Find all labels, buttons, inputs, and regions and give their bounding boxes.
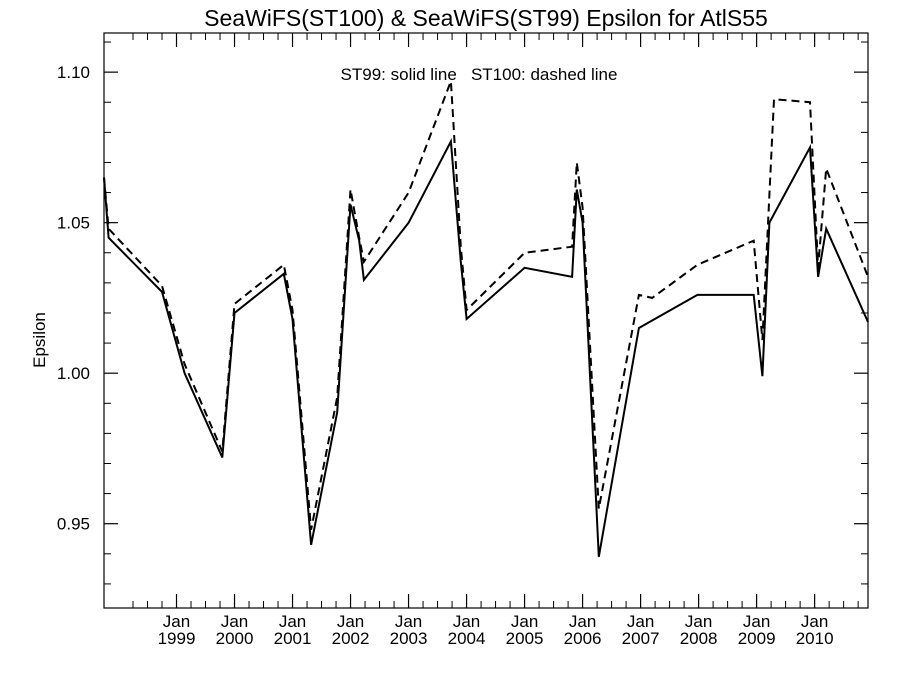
axis-ticks: 0.951.001.051.10Jan1999Jan2000Jan2001Jan… xyxy=(57,33,868,648)
x-tick-year-label: 2000 xyxy=(216,629,254,648)
y-tick-label: 0.95 xyxy=(57,515,90,534)
series-line-st99 xyxy=(103,137,869,557)
x-tick-year-label: 2010 xyxy=(796,629,834,648)
x-tick-year-label: 2002 xyxy=(332,629,370,648)
x-tick-year-label: 1999 xyxy=(158,629,196,648)
x-tick-month-label: Jan xyxy=(453,612,480,631)
y-axis-label: Epsilon xyxy=(30,312,49,368)
x-tick-month-label: Jan xyxy=(685,612,712,631)
series-lines xyxy=(103,80,869,557)
y-tick-label: 1.10 xyxy=(57,63,90,82)
x-tick-month-label: Jan xyxy=(801,612,828,631)
x-tick-month-label: Jan xyxy=(163,612,190,631)
x-tick-year-label: 2008 xyxy=(680,629,718,648)
x-tick-month-label: Jan xyxy=(511,612,538,631)
x-tick-month-label: Jan xyxy=(743,612,770,631)
x-tick-year-label: 2009 xyxy=(738,629,776,648)
plot-frame xyxy=(103,32,869,609)
x-tick-year-label: 2004 xyxy=(448,629,486,648)
x-tick-year-label: 2005 xyxy=(506,629,544,648)
x-tick-month-label: Jan xyxy=(337,612,364,631)
x-tick-month-label: Jan xyxy=(279,612,306,631)
series-line-st100 xyxy=(103,80,869,530)
x-tick-month-label: Jan xyxy=(221,612,248,631)
x-tick-year-label: 2006 xyxy=(564,629,602,648)
x-tick-year-label: 2003 xyxy=(390,629,428,648)
x-tick-year-label: 2001 xyxy=(274,629,312,648)
x-tick-month-label: Jan xyxy=(395,612,422,631)
x-tick-month-label: Jan xyxy=(627,612,654,631)
chart-title: SeaWiFS(ST100) & SeaWiFS(ST99) Epsilon f… xyxy=(204,5,768,31)
x-tick-month-label: Jan xyxy=(569,612,596,631)
x-tick-year-label: 2007 xyxy=(622,629,660,648)
y-tick-label: 1.00 xyxy=(57,364,90,383)
legend-annotation: ST99: solid line ST100: dashed line xyxy=(341,65,618,84)
y-tick-label: 1.05 xyxy=(57,214,90,233)
